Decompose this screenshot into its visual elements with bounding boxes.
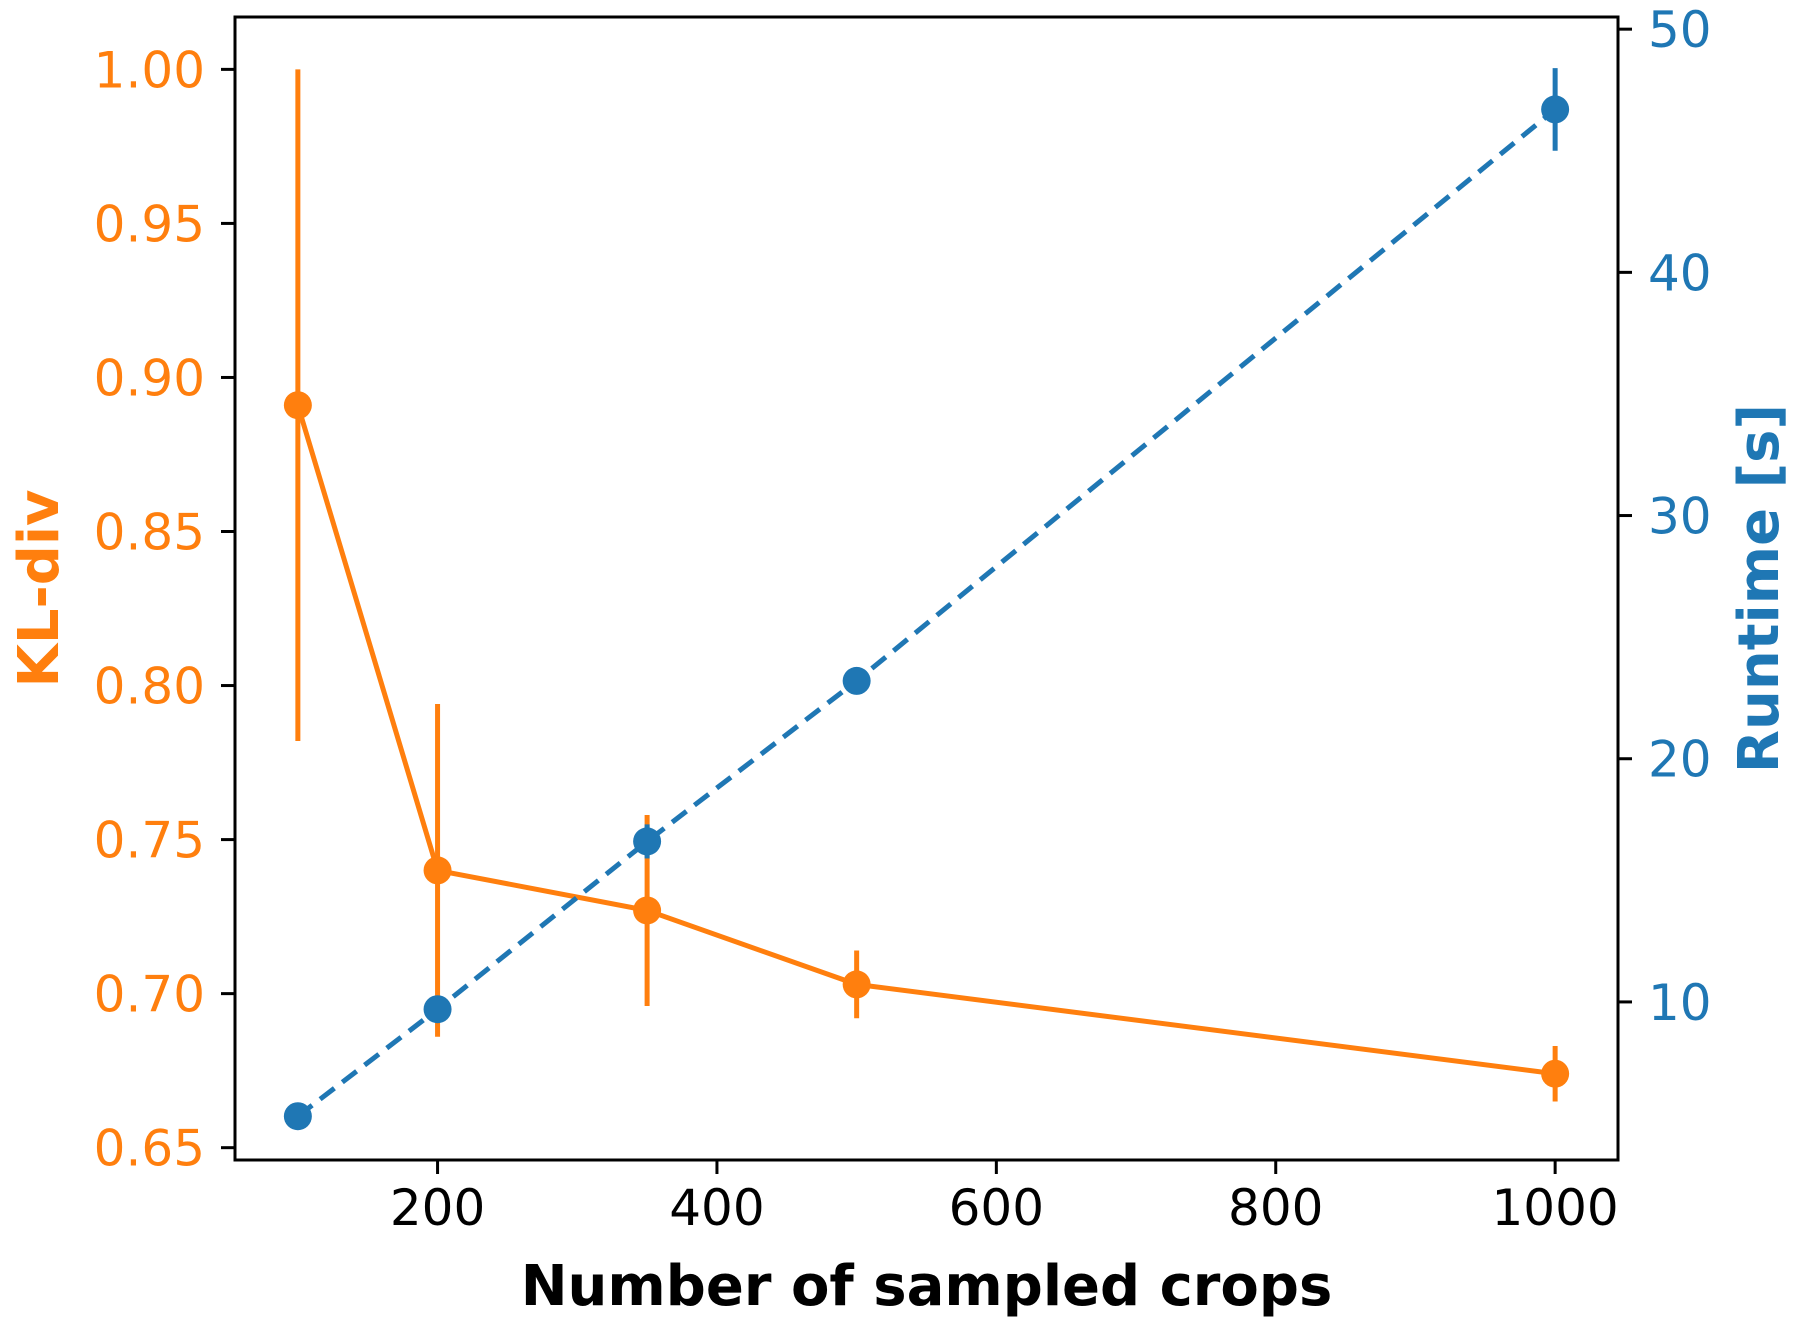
y-right-tick-label: 40 xyxy=(1648,244,1712,302)
x-axis: 200 400 600 800 1000 xyxy=(390,1160,1619,1237)
y-right-tick-label: 20 xyxy=(1648,731,1712,789)
x-tick-label: 800 xyxy=(1228,1179,1323,1237)
y-left-tick-label: 0.70 xyxy=(94,966,205,1024)
data-point xyxy=(283,1102,312,1131)
series-line xyxy=(295,404,1556,1077)
y-left-tick-label: 0.90 xyxy=(94,349,205,407)
y-left-tick-label: 0.75 xyxy=(94,812,205,870)
y-axis-left: 0.65 0.70 0.75 0.80 0.85 0.90 0.95 1.00 xyxy=(94,41,235,1178)
x-axis-title: Number of sampled crops xyxy=(521,1254,1333,1319)
y-left-tick-label: 1.00 xyxy=(94,41,205,99)
data-point xyxy=(1541,1059,1570,1088)
data-point xyxy=(842,970,871,999)
data-point xyxy=(283,391,312,420)
data-point xyxy=(633,827,662,856)
data-point xyxy=(633,896,662,925)
y-right-axis-title: Runtime [s] xyxy=(1727,404,1792,773)
x-tick-label: 600 xyxy=(949,1179,1044,1237)
data-point xyxy=(1541,95,1570,124)
y-right-tick-label: 50 xyxy=(1648,1,1712,59)
x-tick-label: 400 xyxy=(669,1179,764,1237)
y-left-tick-label: 0.65 xyxy=(94,1120,205,1178)
y-left-tick-label: 0.95 xyxy=(94,195,205,253)
series-kl-div xyxy=(283,69,1570,1102)
x-tick-label: 1000 xyxy=(1492,1179,1619,1237)
y-left-tick-label: 0.85 xyxy=(94,504,205,562)
series-runtime xyxy=(283,68,1570,1131)
data-point xyxy=(423,856,452,885)
plot-frame xyxy=(233,15,1620,1162)
series-line xyxy=(296,107,1557,1119)
y-axis-right: 10 20 30 40 50 xyxy=(1618,1,1712,1032)
y-left-tick-label: 0.80 xyxy=(94,658,205,716)
data-point xyxy=(423,995,452,1024)
y-right-tick-label: 30 xyxy=(1648,488,1712,546)
y-left-axis-title: KL-div xyxy=(7,489,72,687)
y-right-tick-label: 10 xyxy=(1648,974,1712,1032)
data-point xyxy=(842,666,871,695)
x-tick-label: 200 xyxy=(390,1179,485,1237)
series-layer xyxy=(283,68,1570,1131)
